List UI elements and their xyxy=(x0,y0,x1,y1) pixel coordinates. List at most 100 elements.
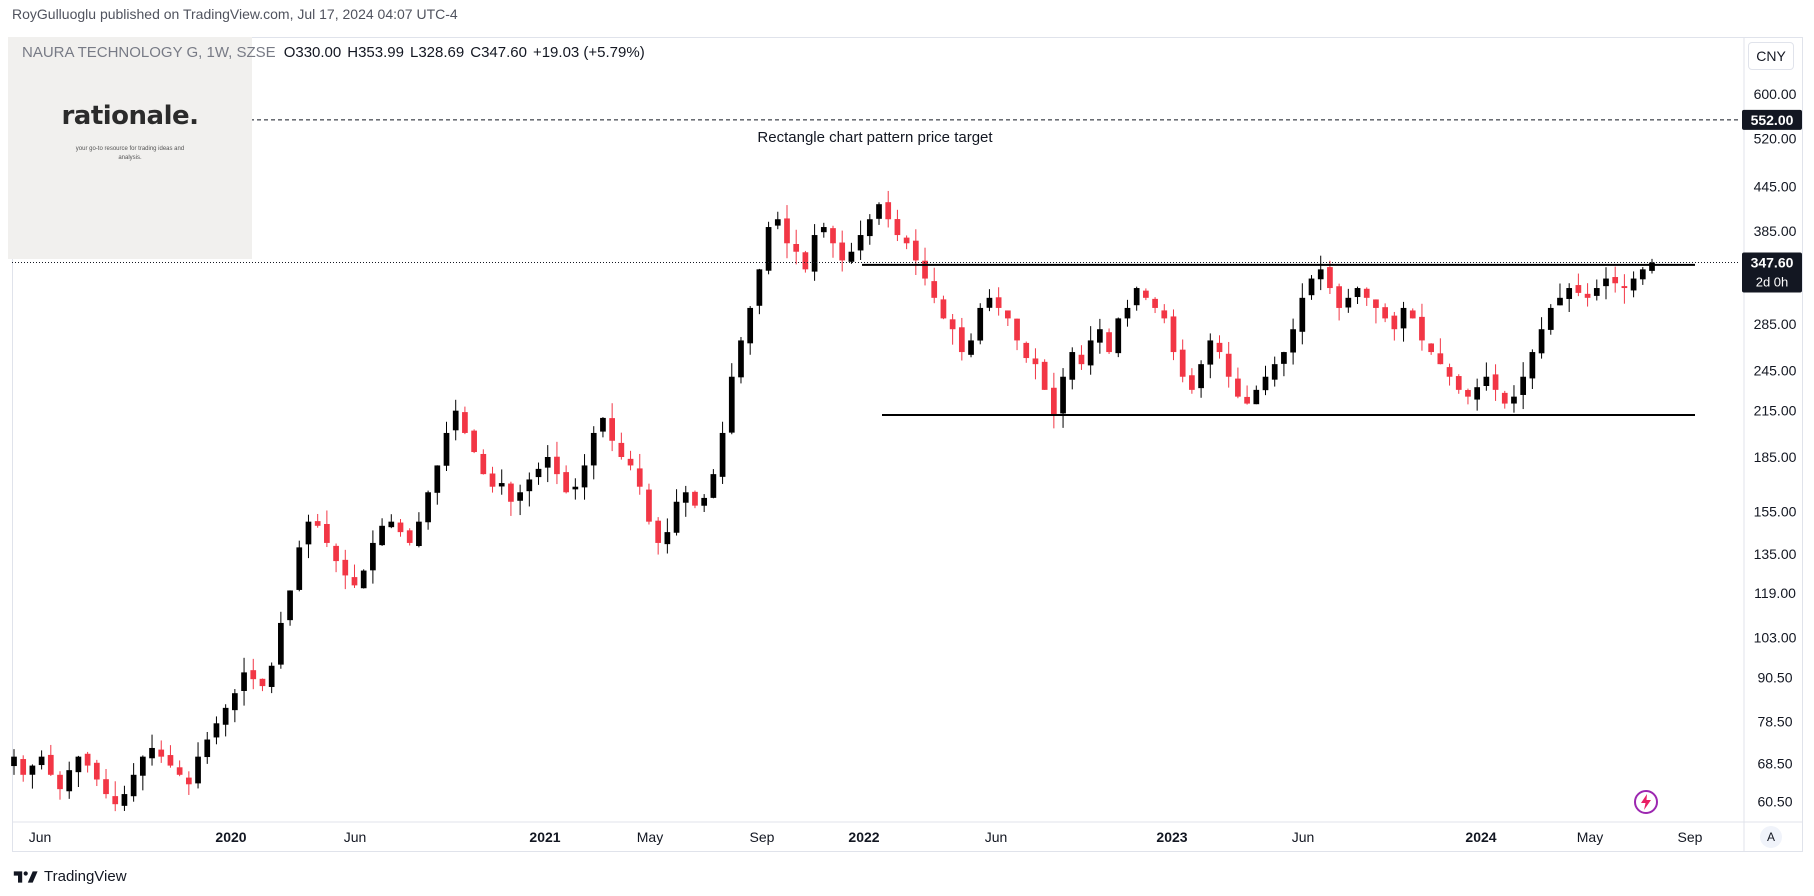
candle-body xyxy=(213,723,220,738)
candle-body xyxy=(397,522,404,533)
candle-body xyxy=(1483,376,1490,387)
candle-body xyxy=(1603,278,1609,287)
candle-body xyxy=(554,456,560,475)
candle-body xyxy=(149,747,155,759)
candle-body xyxy=(1465,390,1471,397)
candle-body xyxy=(1336,286,1342,308)
candle-body xyxy=(1547,307,1554,330)
candle-body xyxy=(572,486,579,490)
y-tick-label: 385.00 xyxy=(1754,223,1797,239)
candle-body xyxy=(1612,277,1619,284)
candle-body xyxy=(93,762,100,780)
candle-body xyxy=(57,774,63,790)
candle-body xyxy=(1529,352,1536,379)
candle-body xyxy=(75,756,82,773)
candle-body xyxy=(517,492,523,501)
candle-body xyxy=(1575,285,1582,293)
candle-body xyxy=(885,202,892,220)
auto-scale-button[interactable]: A xyxy=(1760,826,1782,848)
candle-body xyxy=(1455,376,1462,390)
candle-body xyxy=(204,739,211,758)
candle-body xyxy=(1382,307,1388,319)
candle-body xyxy=(747,307,754,344)
candle-body xyxy=(130,774,137,797)
candle-body xyxy=(471,430,477,453)
candle-body xyxy=(1538,329,1545,354)
candle-body xyxy=(305,521,312,545)
y-tick-label: 600.00 xyxy=(1754,86,1797,102)
tradingview-brand[interactable]: TradingView xyxy=(44,868,127,885)
x-tick-label: May xyxy=(637,829,663,845)
candle-body xyxy=(222,707,229,725)
candle-body xyxy=(903,237,910,244)
candle-body xyxy=(167,755,174,766)
candle-body xyxy=(250,670,257,680)
currency-button[interactable]: CNY xyxy=(1748,42,1794,70)
symbol-label[interactable]: NAURA TECHNOLOGY G, 1W, SZSE xyxy=(22,44,276,61)
countdown-label: 2d 0h xyxy=(1756,275,1789,290)
change-value: +19.03 (+5.79%) xyxy=(532,44,645,61)
chart-frame[interactable] xyxy=(12,37,1803,852)
candle-body xyxy=(1143,290,1149,298)
candle-body xyxy=(1032,358,1039,365)
candle-body xyxy=(1207,340,1214,365)
close-value: 347.60 xyxy=(481,44,527,61)
candle-body xyxy=(1639,269,1646,280)
candle-body xyxy=(1621,286,1628,289)
lightning-icon[interactable] xyxy=(1632,788,1660,816)
x-tick-label: Jun xyxy=(1292,829,1315,845)
candle-body xyxy=(544,456,551,468)
candle-body xyxy=(1299,297,1306,332)
candle-body xyxy=(462,412,468,433)
candle-body xyxy=(296,547,303,590)
candle-body xyxy=(1327,267,1333,289)
candle-body xyxy=(839,242,846,261)
candle-body xyxy=(139,756,146,776)
x-tick-label: Jun xyxy=(344,829,367,845)
candle-body xyxy=(1649,262,1655,271)
candle-body xyxy=(664,532,671,545)
candle-body xyxy=(600,417,606,432)
candle-body xyxy=(1244,396,1250,404)
candle-body xyxy=(728,376,735,433)
candle-body xyxy=(581,465,588,488)
candle-body xyxy=(1501,392,1508,404)
candle-body xyxy=(618,442,625,457)
candle-body xyxy=(1317,269,1324,280)
annotation-text: Rectangle chart pattern price target xyxy=(757,129,993,146)
y-tick-label: 215.00 xyxy=(1754,403,1797,419)
y-tick-label: 78.50 xyxy=(1757,713,1792,729)
candle-body xyxy=(977,307,984,341)
candle-body xyxy=(968,340,974,355)
candle-body xyxy=(333,545,339,562)
candle-body xyxy=(268,665,275,687)
candle-body xyxy=(1354,288,1361,298)
candle-body xyxy=(1198,364,1204,389)
candle-body xyxy=(1308,278,1315,296)
candle-body xyxy=(324,523,330,543)
candle-body xyxy=(876,204,882,219)
y-tick-label: 445.00 xyxy=(1754,178,1797,194)
tradingview-logo-icon xyxy=(13,870,38,883)
candle-body xyxy=(655,520,662,543)
candle-body xyxy=(379,525,385,546)
candle-body xyxy=(1437,353,1444,365)
candle-body xyxy=(158,749,165,757)
open-label: O xyxy=(283,44,296,61)
high-value: 353.99 xyxy=(358,44,404,61)
candle-body xyxy=(103,779,109,795)
y-tick-label: 119.00 xyxy=(1754,585,1796,601)
candle-body xyxy=(1161,310,1168,319)
high-label: H xyxy=(347,44,359,61)
candle-body xyxy=(931,281,938,298)
x-tick-label: Jun xyxy=(29,829,52,845)
candle-body xyxy=(47,754,54,775)
candle-body xyxy=(535,468,542,478)
candle-body xyxy=(1409,310,1416,319)
target-price-label: 552.00 xyxy=(1751,112,1794,128)
candle-body xyxy=(830,228,836,244)
candle-body xyxy=(11,756,17,767)
rationale-tagline: your go-to resource for trading ideas an… xyxy=(75,146,185,161)
candle-body xyxy=(1492,374,1499,390)
